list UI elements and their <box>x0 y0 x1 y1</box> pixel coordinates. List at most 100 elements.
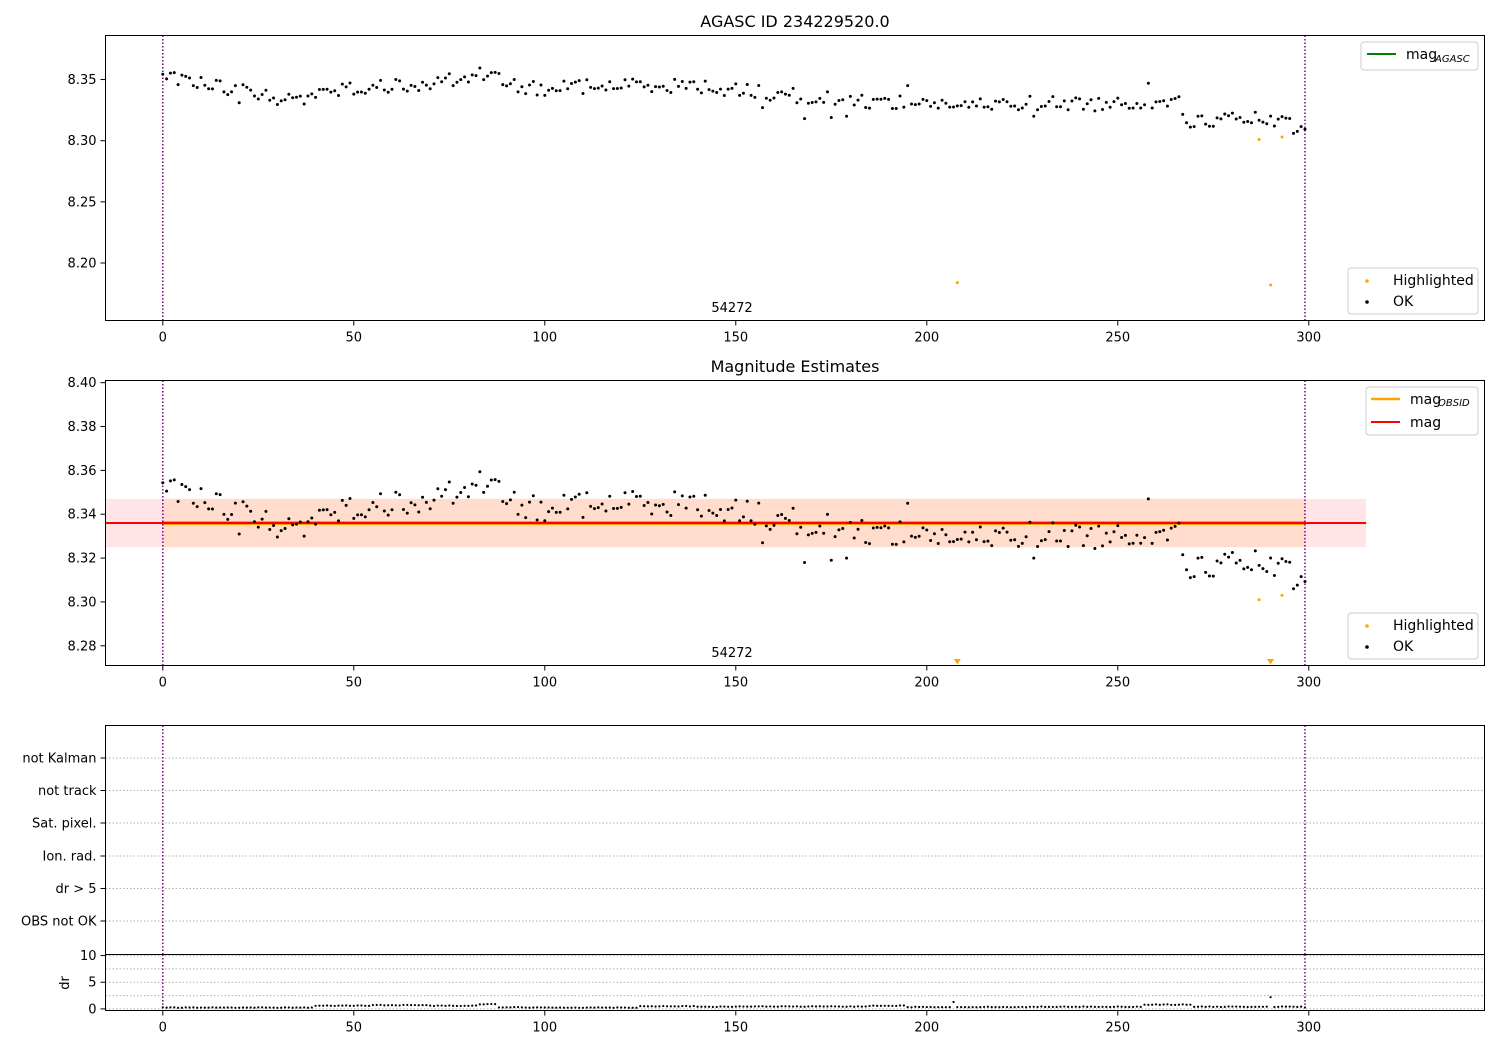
dr-data-point <box>994 1005 997 1009</box>
ok-data-point <box>799 97 803 101</box>
lines-legend: mag AGASC <box>1360 41 1479 71</box>
ok-data-point <box>581 515 585 519</box>
dr-data-point <box>1189 1003 1192 1006</box>
ok-data-point <box>1101 107 1105 111</box>
ok-data-point <box>1185 121 1189 125</box>
ok-data-point <box>1020 541 1024 545</box>
ok-data-point <box>566 507 570 511</box>
ok-data-point <box>711 511 715 515</box>
dr-data-point <box>398 1004 401 1007</box>
dr-data-point <box>478 1003 481 1006</box>
ok-data-point <box>997 100 1001 104</box>
ok-data-point <box>657 504 661 508</box>
dr-data-point <box>211 1006 214 1009</box>
ok-data-point <box>199 487 203 491</box>
dr-data-point <box>1040 1005 1043 1008</box>
ok-data-point <box>913 535 917 539</box>
ok-data-point <box>1055 539 1059 543</box>
ok-data-point <box>344 85 348 89</box>
ok-data-point <box>539 83 543 87</box>
ok-data-point <box>1177 521 1181 525</box>
ok-data-point <box>867 542 871 546</box>
dr-data-point <box>180 1006 183 1009</box>
dr-data-point <box>673 1005 676 1008</box>
dr-data-point <box>1044 1005 1047 1009</box>
dr-data-point <box>1097 1005 1100 1009</box>
points-legend: Highlighted OK <box>1347 267 1479 315</box>
dr-data-point <box>589 1006 592 1009</box>
ok-data-point <box>310 92 314 96</box>
ok-data-point <box>1108 105 1112 109</box>
ok-data-point <box>1234 561 1238 565</box>
ok-data-point <box>692 494 696 498</box>
ok-data-point <box>875 97 879 101</box>
dr-data-point <box>402 1003 405 1007</box>
dr-data-point <box>356 1004 359 1007</box>
ok-data-point <box>1154 100 1158 104</box>
dr-data-point <box>417 1004 420 1007</box>
ok-data-point <box>967 105 971 109</box>
ok-data-point <box>1112 100 1116 104</box>
x-tick-label: 150 <box>723 676 748 691</box>
ok-data-point <box>531 79 535 83</box>
dr-data-point <box>509 1006 512 1009</box>
ok-data-point <box>547 510 551 514</box>
ok-data-point <box>845 556 849 560</box>
dr-data-point <box>585 1006 588 1009</box>
ok-data-point <box>543 519 547 523</box>
dr-data-point <box>218 1006 222 1009</box>
ok-data-point <box>856 98 860 102</box>
dr-data-point <box>1139 1005 1142 1008</box>
ok-data-point <box>940 98 944 102</box>
dr-data-point <box>753 1005 756 1008</box>
ok-data-point <box>581 91 585 95</box>
dr-data-point <box>536 1006 539 1009</box>
dr-data-point <box>692 1004 695 1008</box>
ok-data-point <box>352 516 356 520</box>
ok-data-point <box>1005 100 1009 104</box>
dr-data-point <box>604 1006 608 1009</box>
ok-data-point <box>432 82 436 86</box>
dr-data-point <box>623 1006 627 1009</box>
axes-frame <box>105 380 1485 666</box>
y-tick-label: 8.30 <box>68 595 97 610</box>
x-tick-label: 150 <box>723 1021 748 1036</box>
dr-data-point <box>215 1006 218 1009</box>
dr-data-point <box>925 1005 928 1009</box>
dr-data-point <box>940 1006 944 1009</box>
dr-data-point <box>429 1004 432 1007</box>
ok-data-point <box>298 94 302 98</box>
x-tick-label: 200 <box>914 331 939 346</box>
ok-data-point <box>1165 538 1169 542</box>
ok-data-point <box>1043 104 1047 108</box>
ok-data-point <box>493 478 497 482</box>
ok-data-point <box>906 84 910 88</box>
dr-data-point <box>723 1005 726 1008</box>
dr-data-point <box>944 1006 947 1009</box>
ok-data-point <box>1238 116 1242 120</box>
ok-data-point <box>592 87 596 91</box>
ok-data-point <box>906 501 910 505</box>
dr-data-point <box>471 1004 474 1007</box>
ok-data-point <box>1070 529 1074 533</box>
dr-data-point <box>1089 1005 1093 1008</box>
ok-data-point <box>795 101 799 105</box>
dr-data-point <box>333 1004 336 1008</box>
ok-data-point <box>1295 129 1299 133</box>
ok-data-point <box>447 480 451 484</box>
ok-data-point <box>1032 114 1036 118</box>
ok-data-point <box>665 510 669 514</box>
ok-data-point <box>520 85 524 89</box>
dr-data-point <box>631 1006 634 1009</box>
dr-data-point <box>849 1005 852 1008</box>
dr-data-point <box>249 1006 252 1009</box>
ok-data-point <box>955 104 959 108</box>
ok-data-point <box>1135 101 1139 105</box>
dr-data-point <box>982 1005 986 1009</box>
ok-data-point <box>1036 544 1040 548</box>
dr-data-point <box>891 1004 894 1008</box>
ok-data-point <box>795 532 799 536</box>
highlighted-legend-marker <box>1365 279 1369 283</box>
ok-data-point <box>990 107 994 111</box>
dr-data-point <box>337 1004 340 1007</box>
